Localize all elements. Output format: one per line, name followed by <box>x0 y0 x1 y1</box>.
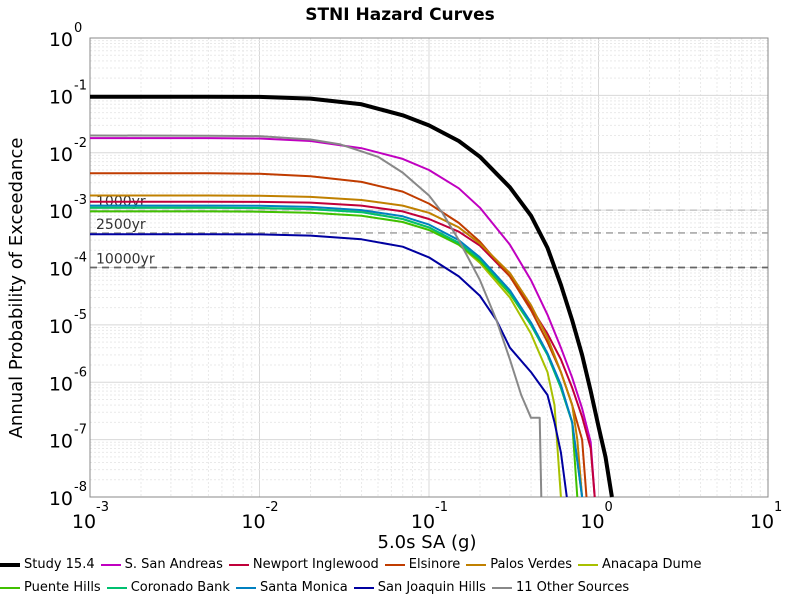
y-tick-base: 10 <box>49 29 73 51</box>
legend-swatch <box>577 563 598 566</box>
y-tick-base: 10 <box>49 373 73 395</box>
y-tick-base: 10 <box>49 431 73 453</box>
reference-label-10000yr: 10000yr <box>96 252 155 268</box>
legend-label: Coronado Bank <box>130 580 230 595</box>
x-tick-label: 10-2 <box>241 500 278 533</box>
legend-swatch <box>100 563 121 566</box>
x-tick-base: 10 <box>580 511 604 533</box>
x-tick-exponent: -2 <box>266 500 279 515</box>
series-line-11-other-sources <box>89 134 543 498</box>
legend-item: San Joaquin Hills <box>353 580 486 595</box>
legend-item: Palos Verdes <box>466 557 572 572</box>
y-tick-exponent: -6 <box>74 365 87 380</box>
x-tick-exponent: -1 <box>435 500 448 515</box>
y-tick-base: 10 <box>49 144 73 166</box>
legend-swatch <box>353 586 374 589</box>
y-tick-base: 10 <box>49 316 73 338</box>
reference-label-2500yr: 2500yr <box>96 217 146 233</box>
y-tick-base: 10 <box>49 488 73 510</box>
y-tick-label: 10-1 <box>49 78 87 108</box>
y-tick-label: 10-8 <box>49 480 87 510</box>
legend-swatch <box>0 562 20 567</box>
series-line-newport-inglewood <box>90 200 596 498</box>
x-tick-exponent: 1 <box>774 500 782 515</box>
legend-item: Anacapa Dume <box>577 557 702 572</box>
legend-label: 11 Other Sources <box>515 580 630 595</box>
legend-swatch <box>0 586 20 589</box>
chart-title: STNI Hazard Curves <box>305 5 495 25</box>
y-tick-label: 100 <box>49 21 82 51</box>
series-line-palos-verdes <box>90 194 584 498</box>
y-tick-label: 10-4 <box>49 251 87 281</box>
y-tick-label: 10-7 <box>49 423 87 453</box>
y-tick-label: 10-2 <box>49 136 87 166</box>
y-tick-label: 10-5 <box>49 308 87 338</box>
x-axis-label: 5.0s SA (g) <box>378 532 477 553</box>
series-line-san-joaquin-hills <box>90 233 568 498</box>
series-line-s-san-andreas <box>90 137 596 498</box>
legend-label: San Joaquin Hills <box>377 580 486 595</box>
series-layer <box>89 94 614 498</box>
y-tick-exponent: -4 <box>74 251 87 266</box>
chart-legend: Study 15.4 S. San Andreas Newport Inglewoo… <box>0 553 800 600</box>
legend-label: Palos Verdes <box>490 557 572 572</box>
x-tick-label: 101 <box>750 500 782 533</box>
x-tick-base: 10 <box>241 511 265 533</box>
legend-swatch <box>384 563 405 566</box>
legend-row: Study 15.4 S. San Andreas Newport Inglewoo… <box>0 553 800 576</box>
x-tick-base: 10 <box>411 511 435 533</box>
y-tick-exponent: -1 <box>74 78 87 93</box>
y-tick-base: 10 <box>49 201 73 223</box>
legend-item: Study 15.4 <box>0 557 95 572</box>
x-tick-exponent: -3 <box>96 500 109 515</box>
y-tick-exponent: -2 <box>74 136 87 151</box>
legend-label: Newport Inglewood <box>252 557 379 572</box>
x-tick-label: 100 <box>580 500 612 533</box>
y-tick-exponent: -3 <box>74 193 87 208</box>
legend-row: Puente Hills Coronado Bank Santa Monica San… <box>0 576 800 599</box>
y-tick-label: 10-3 <box>49 193 87 223</box>
legend-item: Newport Inglewood <box>228 557 379 572</box>
x-tick-label: 10-1 <box>411 500 448 533</box>
legend-label: Study 15.4 <box>24 557 95 572</box>
legend-item: Elsinore <box>384 557 461 572</box>
y-tick-exponent: -7 <box>74 423 87 438</box>
y-tick-base: 10 <box>49 259 73 281</box>
legend-item: S. San Andreas <box>100 557 223 572</box>
legend-item: 11 Other Sources <box>491 580 630 595</box>
legend-label: S. San Andreas <box>124 557 223 572</box>
y-tick-exponent: -8 <box>74 480 87 495</box>
x-tick-label: 10-3 <box>72 500 109 533</box>
legend-label: Puente Hills <box>24 580 101 595</box>
y-axis-label: Annual Probability of Exceedance <box>6 138 27 439</box>
legend-label: Santa Monica <box>259 580 348 595</box>
x-tick-base: 10 <box>72 511 96 533</box>
y-tick-base: 10 <box>49 86 73 108</box>
x-tick-base: 10 <box>750 511 774 533</box>
legend-swatch <box>491 586 512 589</box>
legend-item: Santa Monica <box>235 580 348 595</box>
legend-swatch <box>228 563 249 566</box>
legend-label: Anacapa Dume <box>601 557 702 572</box>
y-tick-exponent: -5 <box>74 308 87 323</box>
y-tick-exponent: 0 <box>74 21 82 36</box>
legend-item: Coronado Bank <box>106 580 230 595</box>
x-tick-exponent: 0 <box>605 500 613 515</box>
legend-swatch <box>235 586 256 589</box>
legend-item: Puente Hills <box>0 580 101 595</box>
y-tick-label: 10-6 <box>49 365 87 395</box>
legend-swatch <box>106 586 127 589</box>
legend-swatch <box>466 563 487 566</box>
legend-label: Elsinore <box>408 557 461 572</box>
series-line-study-15-4 <box>90 94 614 498</box>
